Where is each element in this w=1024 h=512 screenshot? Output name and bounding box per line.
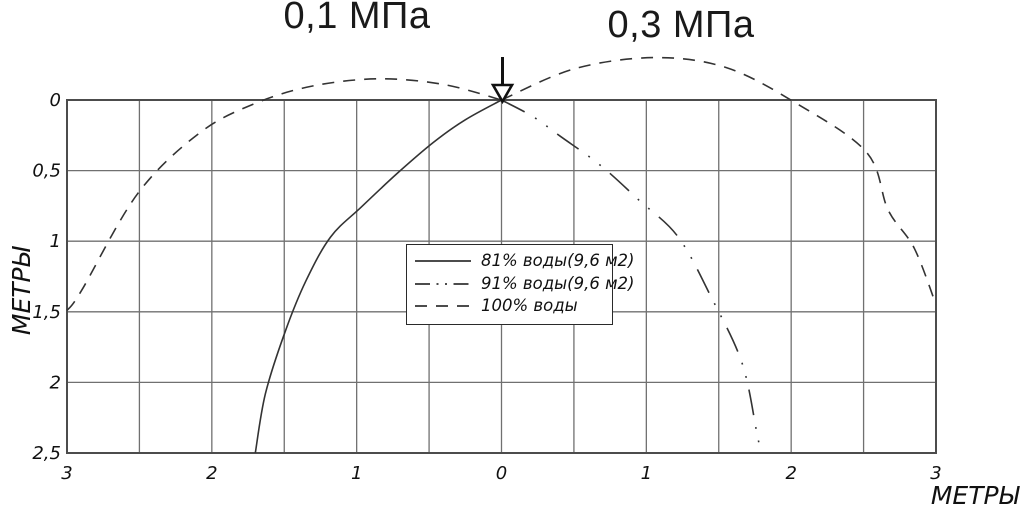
series-curve-solid: [254, 99, 502, 454]
legend-item: 100% воды: [414, 295, 606, 317]
series-curve-dashed: [66, 77, 502, 311]
legend-item: 81% воды(9,6 м2): [414, 250, 634, 272]
x-tick-label: 3: [61, 463, 72, 484]
y-tick-label: 0: [50, 90, 61, 111]
x-tick-label: 2: [785, 463, 796, 484]
legend-item-label: 81% воды(9,6 м2): [481, 251, 635, 270]
y-tick-label: 0,5: [32, 161, 61, 182]
x-tick-label: 3: [930, 463, 941, 484]
series-curve-dash-dot-dot: [501, 99, 762, 454]
series-curve-dashed: [501, 56, 937, 305]
x-tick-label: 1: [641, 463, 652, 484]
y-tick-label: 2: [50, 372, 61, 393]
legend-box: 81% воды(9,6 м2) 91% воды(9,6 м2) 100% вод…: [406, 244, 634, 325]
pressure-title-right: 0,3 МПа: [607, 4, 755, 46]
x-tick-label: 2: [206, 463, 217, 484]
y-tick-label: 2,5: [32, 443, 61, 464]
nozzle-arrow-icon: [490, 57, 515, 105]
y-tick-label: 1: [50, 231, 61, 252]
axis-ticks: 3 2 1 0 1 2 3 0 0,5 1 1,5 2 2,5: [32, 90, 941, 484]
legend-item-label: 91% воды(9,6 м2): [481, 273, 635, 293]
x-tick-label: 1: [351, 463, 362, 484]
legend-line-sample-dash-dot-dot: [415, 282, 471, 285]
legend-item-label: 100% воды: [481, 296, 578, 315]
legend-item: 91% воды(9,6 м2): [414, 273, 634, 295]
x-axis-label: МЕТРЫ: [930, 481, 1019, 510]
y-tick-label: 1,5: [32, 302, 61, 323]
legend-line-sample-dashed: [415, 305, 471, 307]
pressure-title-left: 0,1 МПа: [283, 0, 431, 37]
legend-line-sample-solid: [415, 260, 471, 262]
x-tick-label: 0: [496, 463, 507, 484]
series-curves: [66, 56, 937, 454]
